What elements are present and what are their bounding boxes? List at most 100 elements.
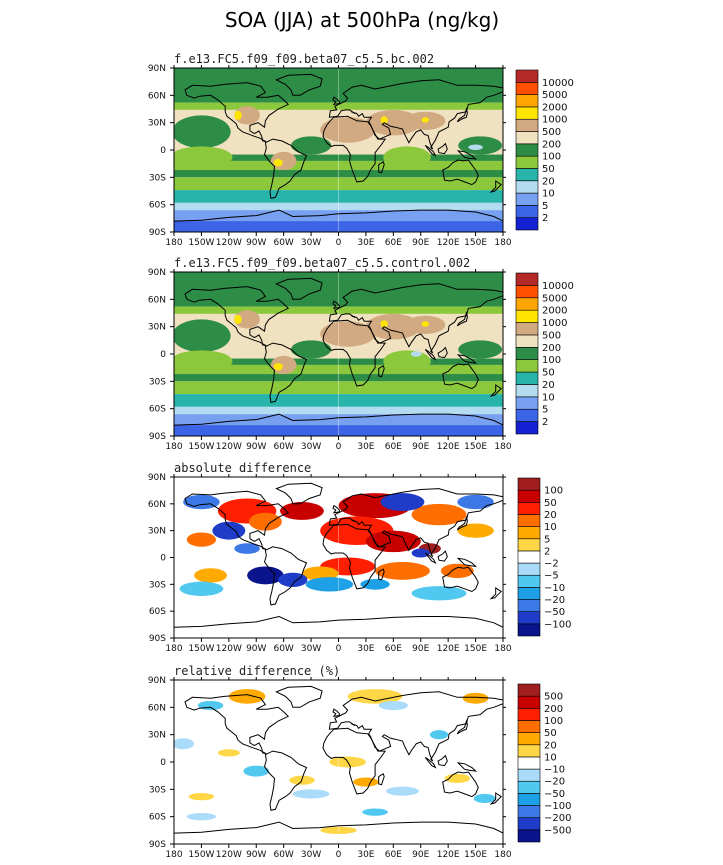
coastline-japan (456, 311, 468, 327)
colorbar-label: 50 (542, 368, 555, 379)
coastline-nz (489, 792, 502, 805)
colorbar-box (517, 683, 541, 697)
x-tick-label: 60W (273, 850, 293, 860)
coastline-sumatra (424, 144, 437, 157)
colorbar-box (517, 574, 541, 588)
colorbar-box (515, 180, 539, 194)
y-tick-label: 90S (149, 634, 166, 644)
x-tick-label: 120E (437, 850, 460, 860)
colorbar-box (515, 143, 539, 157)
field-increase-1 (228, 689, 266, 704)
colorbar-box (515, 396, 539, 410)
x-tick-label: 30W (301, 442, 321, 452)
field-positive-anomaly-7 (248, 512, 282, 531)
field-positive-anomaly-11 (301, 566, 339, 581)
x-tick-label: 180 (165, 442, 182, 452)
coastline-borneo (437, 346, 448, 359)
coastline-samerica (263, 138, 308, 199)
coastline-greenland (275, 73, 323, 96)
field-negative-anomaly-11 (234, 543, 260, 554)
y-tick-label: 30N (148, 527, 166, 537)
coastline-japan (456, 515, 468, 531)
y-tick-label: 90S (149, 228, 166, 238)
field-decrease-2 (378, 700, 408, 711)
field-north-america (234, 106, 260, 125)
field-hotspot-tibet (421, 321, 429, 327)
colorbar-box (517, 550, 541, 564)
field-hotspot-na (234, 314, 242, 324)
colorbar-box (515, 205, 539, 218)
y-tick-label: 30S (149, 785, 166, 795)
x-tick-label: 60E (385, 644, 402, 654)
x-tick-label: 120W (216, 442, 242, 452)
colorbar-box (517, 829, 541, 843)
colorbar-label: 20 (544, 510, 557, 521)
field-decrease-6 (292, 789, 330, 799)
field-ocean-low (468, 144, 483, 150)
colorbar-box (515, 272, 539, 286)
field-negative-anomaly-10 (360, 578, 390, 590)
x-tick-label: 150E (464, 850, 487, 860)
coastline-eurasia (328, 79, 503, 150)
colorbar-box (517, 477, 541, 491)
colorbar-label: 2 (542, 417, 548, 428)
field-negative-anomaly-12 (411, 548, 430, 558)
y-tick-label: 60N (148, 500, 166, 510)
colorbar-box (517, 611, 541, 625)
x-tick-label: 60W (273, 238, 293, 248)
colorbar-label: 100 (542, 152, 561, 163)
colorbar-box (517, 817, 541, 831)
colorbar-label: 100 (544, 716, 563, 727)
x-tick-label: 60W (273, 644, 293, 654)
colorbar-label: 200 (542, 139, 561, 150)
field-pacific-south (174, 146, 233, 169)
y-tick-label: 60S (149, 607, 166, 617)
colorbar-box (515, 94, 539, 108)
colorbar-label: 20 (542, 176, 555, 187)
field-positive-anomaly-10 (375, 561, 430, 580)
coastline-namerica (184, 694, 290, 755)
colorbar-box (515, 118, 539, 132)
coastline-newguinea (456, 150, 478, 160)
colorbar-label: 5000 (542, 90, 567, 101)
colorbar-label: 5 (544, 534, 550, 545)
colorbar-label: 10 (542, 392, 555, 403)
x-tick-label: 30W (301, 850, 321, 860)
y-tick-label: 30N (148, 323, 166, 333)
field-negative-anomaly-5 (380, 493, 425, 511)
y-tick-label: 60S (149, 405, 166, 415)
colorbar-label: 50 (542, 164, 555, 175)
coastline-uk (332, 96, 340, 106)
field-hotspot-sa (273, 159, 283, 167)
coastline-namerica (184, 490, 290, 550)
coastline-africa (322, 727, 387, 795)
coastline-eurasia (328, 283, 503, 354)
coastline-eurasia (328, 488, 503, 557)
coastline-japan (456, 719, 468, 735)
colorbar-label: 5000 (542, 293, 567, 304)
y-tick-label: 90N (148, 676, 166, 686)
y-tick-label: 0 (160, 146, 166, 156)
x-tick-label: 0 (336, 644, 342, 654)
x-tick-label: 120E (437, 442, 460, 452)
x-tick-label: 0 (336, 850, 342, 860)
x-tick-label: 60W (273, 442, 293, 452)
x-tick-label: 180 (165, 238, 182, 248)
colorbar-label: 2000 (542, 102, 567, 113)
colorbar-label: −50 (544, 607, 565, 618)
x-tick-label: 120W (216, 850, 242, 860)
colorbar-box (515, 155, 539, 169)
x-tick-label: 30E (357, 238, 374, 248)
x-tick-label: 30W (301, 238, 321, 248)
field-indian-ocean (383, 146, 431, 169)
colorbar-box (517, 732, 541, 746)
field-negative-anomaly-6 (457, 494, 494, 510)
colorbar-label: 10000 (542, 281, 574, 292)
panel-title: absolute difference (174, 461, 311, 475)
y-tick-label: 0 (160, 554, 166, 564)
coastline-samerica (263, 750, 308, 811)
colorbar-label: −20 (544, 595, 565, 606)
colorbar-label: −10 (544, 583, 565, 594)
